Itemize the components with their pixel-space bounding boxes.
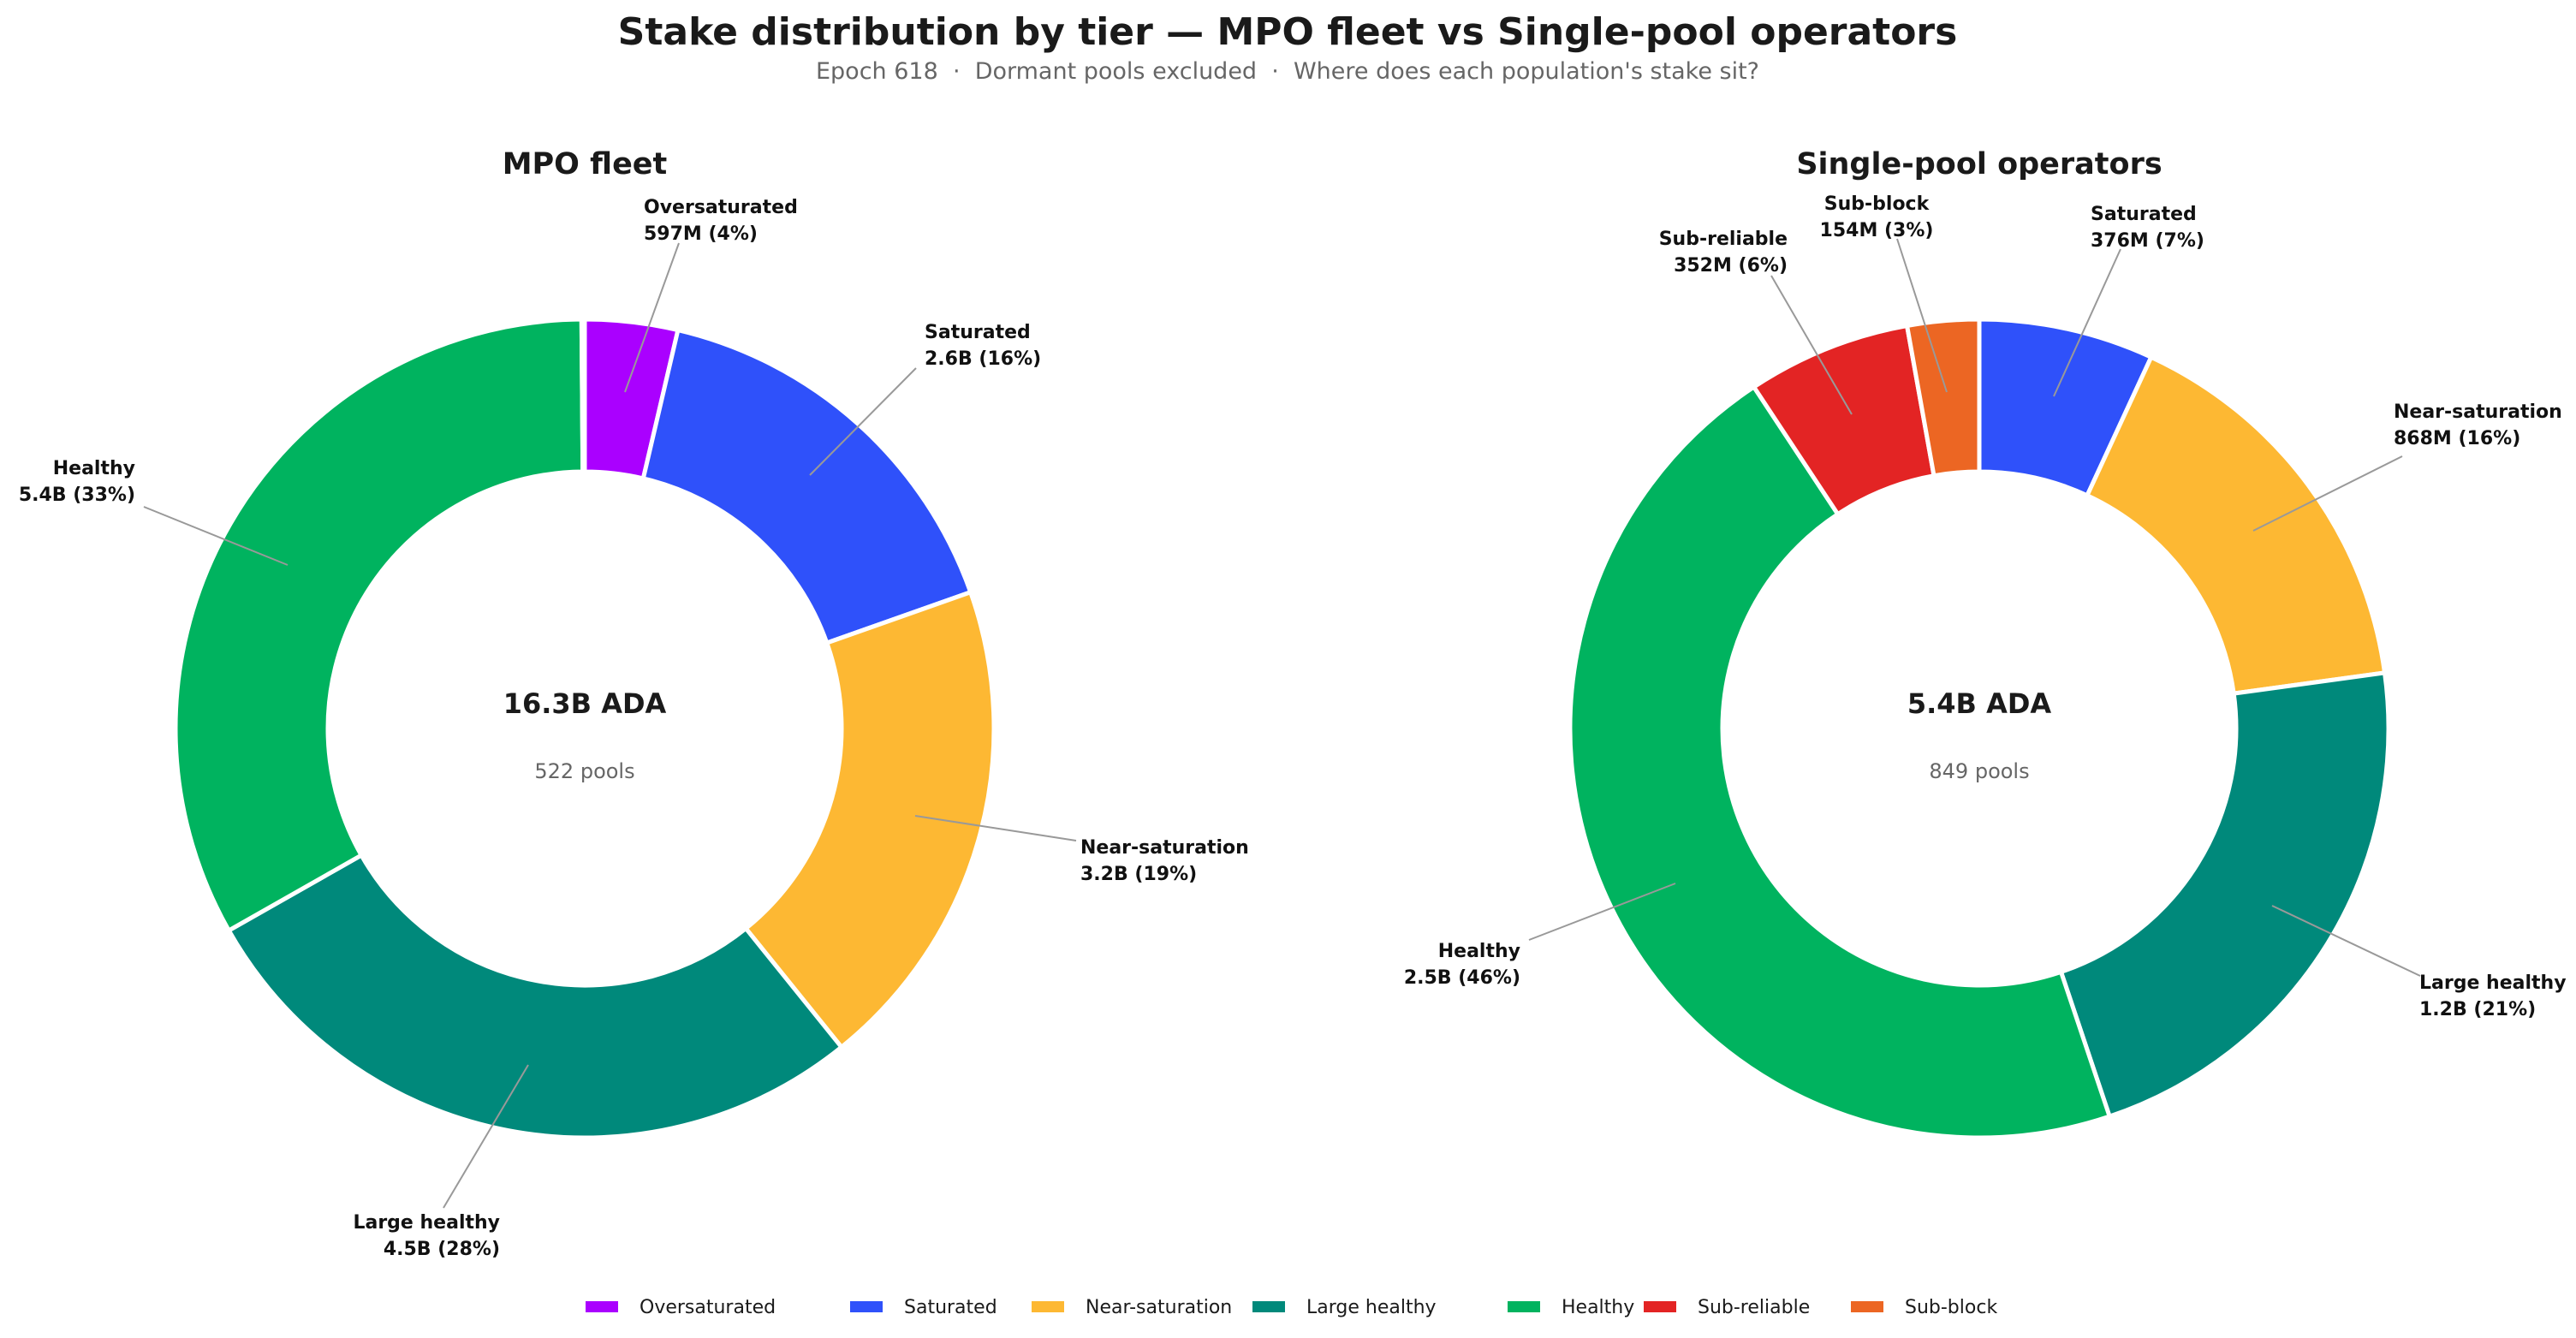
panel-title-single-pool: Single-pool operators: [1796, 147, 2162, 181]
legend-label-oversaturated: Oversaturated: [640, 1297, 776, 1318]
legend-label-large-healthy: Large healthy: [1306, 1297, 1437, 1318]
slice-label-name-single-pool-healthy: Healthy: [1438, 941, 1520, 962]
slice-label-name-single-pool-sub-reliable: Sub-reliable: [1659, 229, 1788, 250]
leader-line-single-pool-healthy: [1528, 883, 1676, 941]
slice-label-name-single-pool-sub-block: Sub-block: [1824, 193, 1931, 215]
donut-slices-single-pool: [1568, 317, 2391, 1140]
panel-title-mpo: MPO fleet: [503, 147, 668, 181]
legend-swatch-near-saturation: [1032, 1301, 1064, 1312]
legend-label-saturated: Saturated: [904, 1297, 997, 1318]
slice-labels-single-pool: Saturated 376M (7%) Near-saturation 868M (1…: [1404, 193, 2567, 1020]
legend-label-near-saturation: Near-saturation: [1086, 1297, 1232, 1318]
leader-line-single-pool-near-saturation: [2252, 455, 2403, 532]
slice-label-value-single-pool-healthy: 2.5B (46%): [1404, 967, 1520, 989]
slice-label-value-mpo-large-healthy: 4.5B (28%): [384, 1239, 500, 1260]
slice-single-pool-sub-block: [1904, 317, 1982, 479]
slice-label-name-mpo-oversaturated: Oversaturated: [644, 197, 798, 218]
legend-label-sub-reliable: Sub-reliable: [1698, 1297, 1810, 1318]
leader-line-mpo-large-healthy: [443, 1064, 529, 1209]
leader-line-mpo-near-saturation: [914, 815, 1077, 841]
legend-swatch-saturated: [850, 1301, 883, 1312]
leader-line-single-pool-saturated: [2053, 248, 2121, 397]
legend-swatch-healthy: [1508, 1301, 1540, 1312]
slice-mpo-healthy: [173, 317, 586, 934]
slice-mpo-sub-reliable: [579, 317, 587, 474]
center-pools-single-pool: 849 pools: [1929, 759, 2029, 783]
slice-single-pool-near-saturation: [2084, 354, 2388, 696]
center-pools-mpo: 522 pools: [534, 759, 634, 783]
slice-label-value-single-pool-sub-reliable: 352M (6%): [1674, 255, 1788, 277]
donut-slices-mpo: [173, 317, 996, 1140]
slice-label-value-mpo-oversaturated: 597M (4%): [644, 223, 758, 245]
center-total-mpo: 16.3B ADA: [503, 687, 667, 720]
chart-subtitle: Epoch 618 · Dormant pools excluded · Whe…: [816, 58, 1759, 85]
chart-title: Stake distribution by tier — MPO fleet v…: [618, 10, 1958, 54]
slice-label-value-mpo-saturated: 2.6B (16%): [925, 348, 1041, 370]
donut-panel-mpo: MPO fleet Oversaturated 597M (4%) Saturate…: [19, 147, 1249, 1260]
slice-label-name-single-pool-large-healthy: Large healthy: [2419, 972, 2567, 994]
legend-swatch-oversaturated: [586, 1301, 618, 1312]
slice-label-name-mpo-saturated: Saturated: [925, 322, 1031, 343]
slice-label-value-single-pool-sub-block: 154M (3%): [1820, 220, 1934, 241]
slice-mpo-large-healthy: [225, 852, 845, 1140]
slice-label-name-single-pool-near-saturation: Near-saturation: [2394, 401, 2562, 423]
leader-line-single-pool-sub-block: [1896, 238, 1948, 393]
legend-label-healthy: Healthy: [1562, 1297, 1634, 1318]
center-total-single-pool: 5.4B ADA: [1907, 687, 2052, 720]
legend-swatch-large-healthy: [1252, 1301, 1285, 1312]
slice-label-value-single-pool-saturated: 376M (7%): [2091, 230, 2204, 252]
legend-label-sub-block: Sub-block: [1905, 1297, 1997, 1318]
donut-panel-single-pool: Single-pool operators Saturated 376M (7%)…: [1404, 147, 2567, 1140]
legend-swatch-sub-reliable: [1644, 1301, 1676, 1312]
leader-line-single-pool-large-healthy: [2271, 905, 2421, 977]
leader-line-mpo-saturated: [809, 367, 917, 476]
slice-label-value-single-pool-large-healthy: 1.2B (21%): [2419, 999, 2536, 1020]
slice-labels-mpo: Oversaturated 597M (4%) Saturated 2.6B (16%…: [19, 197, 1249, 1260]
slice-label-name-mpo-large-healthy: Large healthy: [353, 1212, 500, 1234]
leader-line-mpo-healthy: [143, 506, 289, 566]
slice-single-pool-healthy: [1568, 384, 2113, 1140]
slice-single-pool-large-healthy: [2058, 670, 2391, 1120]
leader-line-single-pool-sub-reliable: [1770, 275, 1853, 415]
slice-label-name-mpo-near-saturation: Near-saturation: [1080, 837, 1249, 859]
leader-line-mpo-oversaturated: [624, 242, 680, 393]
slice-mpo-near-saturation: [742, 589, 996, 1050]
slice-label-value-mpo-healthy: 5.4B (33%): [19, 485, 135, 506]
legend: Oversaturated Saturated Near-saturation Lar…: [586, 1297, 1997, 1318]
slice-label-name-mpo-healthy: Healthy: [53, 458, 135, 479]
slice-label-value-single-pool-near-saturation: 868M (16%): [2394, 428, 2520, 449]
slice-mpo-saturated: [640, 327, 973, 646]
slice-label-value-mpo-near-saturation: 3.2B (19%): [1080, 864, 1197, 885]
legend-swatch-sub-block: [1851, 1301, 1883, 1312]
slice-label-name-single-pool-saturated: Saturated: [2091, 204, 2197, 225]
